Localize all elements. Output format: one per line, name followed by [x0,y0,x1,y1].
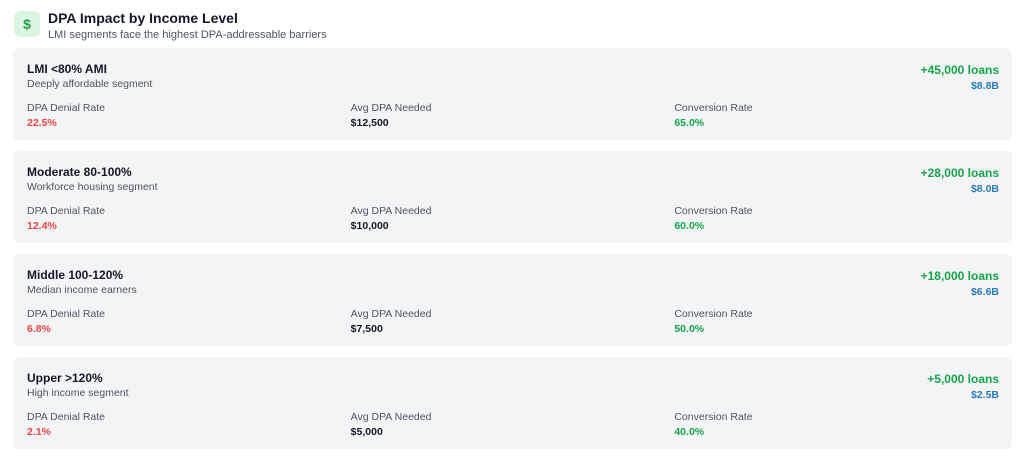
segment-impact: +5,000 loans $2.5B [927,371,999,402]
header-text: DPA Impact by Income Level LMI segments … [48,10,327,42]
metric-value: 6.8% [27,323,51,335]
metric-avg-dpa: Avg DPA Needed $12,500 [351,102,675,130]
metric-value: 65.0% [674,117,705,129]
metric-value: 60.0% [674,220,705,232]
metric-label: Avg DPA Needed [350,205,432,217]
panel-subtitle: LMI segments face the highest DPA-addres… [48,29,327,41]
metric-denial-rate: DPA Denial Rate 12.4% [27,205,351,233]
segment-impact: +18,000 loans $6.6B [921,268,999,299]
metric-conversion-rate: Conversion Rate 50.0% [674,308,998,336]
segment-name: Upper >120% [27,371,103,385]
panel-header: $ DPA Impact by Income Level LMI segment… [14,10,327,42]
segment-description: High income segment [27,387,129,399]
loan-volume: $8.0B [970,183,999,195]
metric-label: Avg DPA Needed [350,102,432,114]
metric-label: Conversion Rate [674,205,753,217]
metric-denial-rate: DPA Denial Rate 2.1% [27,411,351,439]
loans-gain: +5,000 loans [927,372,999,386]
metric-value: $5,000 [350,426,383,438]
metric-conversion-rate: Conversion Rate 60.0% [674,205,998,233]
metric-label: Avg DPA Needed [350,308,432,320]
metric-value: 50.0% [674,323,705,335]
metric-label: DPA Denial Rate [27,102,106,114]
segment-name: LMI <80% AMI [27,62,107,76]
segment-description: Median income earners [27,284,137,296]
metric-avg-dpa: Avg DPA Needed $10,000 [351,205,675,233]
segment-name: Middle 100-120% [27,268,124,282]
metric-value: $7,500 [350,323,383,335]
segment-list: LMI <80% AMI Deeply affordable segment +… [13,48,1012,460]
metric-value: $12,500 [350,117,389,129]
dollar-icon: $ [14,11,40,37]
segment-card: LMI <80% AMI Deeply affordable segment +… [13,48,1012,140]
segment-card: Upper >120% High income segment +5,000 l… [13,357,1012,449]
metric-label: DPA Denial Rate [27,411,106,423]
metric-label: DPA Denial Rate [27,308,106,320]
segment-name: Moderate 80-100% [27,165,132,179]
segment-impact: +45,000 loans $8.8B [921,62,999,93]
metric-label: DPA Denial Rate [27,205,106,217]
segment-impact: +28,000 loans $8.0B [921,165,999,196]
metric-label: Avg DPA Needed [350,411,432,423]
loan-volume: $2.5B [970,389,999,401]
metric-label: Conversion Rate [674,102,753,114]
metric-denial-rate: DPA Denial Rate 6.8% [27,308,351,336]
segment-metrics: DPA Denial Rate 6.8% Avg DPA Needed $7,5… [27,308,998,336]
panel-title: DPA Impact by Income Level [48,10,238,26]
segment-metrics: DPA Denial Rate 2.1% Avg DPA Needed $5,0… [27,411,998,439]
loan-volume: $6.6B [970,286,999,298]
loans-gain: +45,000 loans [920,63,999,77]
segment-card: Moderate 80-100% Workforce housing segme… [13,151,1012,243]
segment-metrics: DPA Denial Rate 22.5% Avg DPA Needed $12… [27,102,998,130]
metric-label: Conversion Rate [674,411,753,423]
metric-denial-rate: DPA Denial Rate 22.5% [27,102,351,130]
metric-conversion-rate: Conversion Rate 40.0% [674,411,998,439]
metric-label: Conversion Rate [674,308,753,320]
segment-metrics: DPA Denial Rate 12.4% Avg DPA Needed $10… [27,205,998,233]
segment-description: Deeply affordable segment [27,78,153,90]
segment-card: Middle 100-120% Median income earners +1… [13,254,1012,346]
loans-gain: +18,000 loans [920,269,999,283]
metric-conversion-rate: Conversion Rate 65.0% [674,102,998,130]
segment-description: Workforce housing segment [27,181,158,193]
metric-value: 22.5% [27,117,57,129]
metric-value: $10,000 [350,220,389,232]
loans-gain: +28,000 loans [920,166,999,180]
metric-value: 12.4% [27,220,57,232]
metric-avg-dpa: Avg DPA Needed $5,000 [351,411,675,439]
metric-value: 2.1% [27,426,51,438]
metric-value: 40.0% [674,426,705,438]
metric-avg-dpa: Avg DPA Needed $7,500 [351,308,675,336]
loan-volume: $8.8B [970,80,999,92]
